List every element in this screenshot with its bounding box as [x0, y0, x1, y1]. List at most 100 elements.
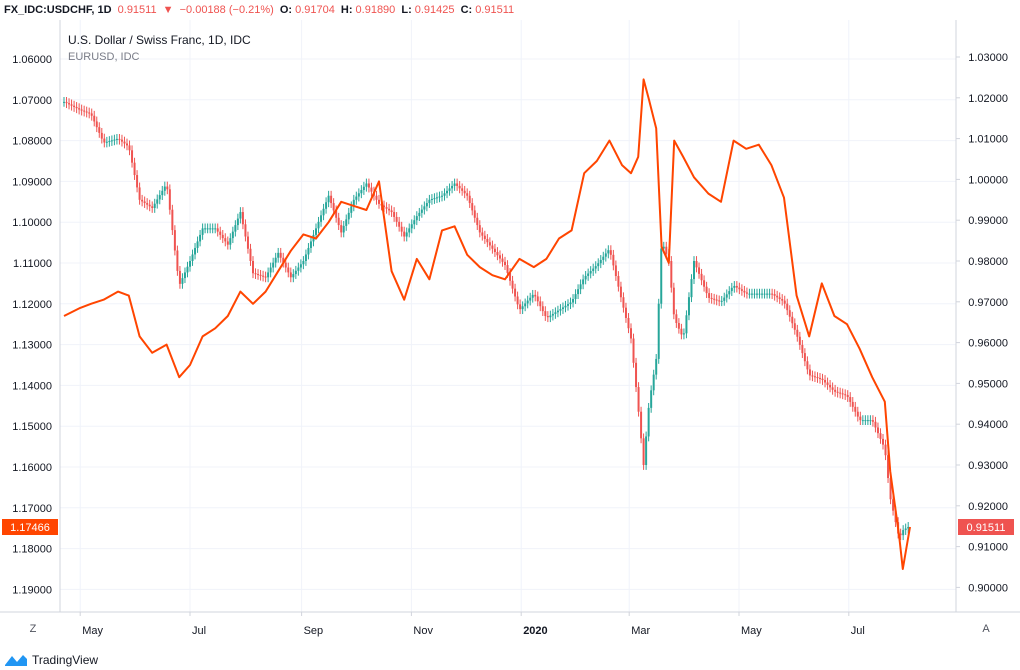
candle-body: [869, 420, 872, 422]
brand-label[interactable]: TradingView: [32, 653, 99, 667]
candle-body: [448, 188, 451, 191]
candle-body: [803, 353, 806, 362]
scale-auto-button[interactable]: A: [982, 623, 990, 635]
candle-body: [337, 217, 340, 226]
candle-body: [194, 247, 197, 255]
candle-body: [390, 210, 393, 213]
right-current-badge: [958, 519, 1014, 535]
candle-body: [282, 257, 285, 263]
close-value: 0.91511: [475, 4, 515, 16]
candle-body: [509, 272, 512, 281]
candle-body: [307, 247, 310, 255]
candle-body: [670, 261, 673, 288]
candle-body: [541, 306, 544, 312]
candle-body: [753, 293, 756, 295]
high-value: 0.91890: [355, 4, 396, 16]
candle-body: [360, 190, 363, 194]
candle-body: [589, 271, 592, 274]
candle-body: [504, 261, 506, 266]
candle-body: [687, 297, 690, 316]
candle-body: [859, 416, 862, 421]
left-tick-label: 1.14000: [12, 380, 52, 392]
candle-body: [73, 105, 76, 107]
candle-body: [393, 212, 396, 217]
candle-body: [435, 197, 438, 199]
candle-body: [153, 203, 156, 208]
candle-body: [597, 263, 600, 267]
right-tick-label: 1.01000: [968, 134, 1008, 146]
scale-z-button[interactable]: Z: [30, 623, 37, 635]
candle-body: [778, 297, 781, 300]
candle-body: [423, 206, 426, 210]
candle-body: [378, 199, 380, 204]
candle-body: [816, 377, 819, 379]
candle-body: [428, 199, 431, 204]
candle-body: [866, 420, 869, 422]
candle-body: [836, 391, 839, 393]
candle-body: [607, 250, 610, 254]
price-chart[interactable]: 1.06000 1.07000 1.08000 1.09000 1.10000 1.110…: [0, 20, 1020, 650]
symbol-label[interactable]: FX_IDC:USDCHF, 1D: [4, 4, 112, 16]
compare-series-legend[interactable]: EURUSD, IDC: [68, 51, 140, 63]
candle-body: [861, 420, 864, 422]
down-arrow-icon: ▼: [162, 4, 174, 16]
candle-body: [849, 397, 852, 402]
left-tick-label: 1.18000: [12, 544, 52, 556]
right-tick-label: 0.93000: [968, 460, 1008, 472]
candle-body: [171, 209, 174, 231]
candle-body: [65, 101, 68, 104]
candle-body: [178, 270, 181, 284]
candle-body: [627, 317, 630, 329]
candle-body: [385, 207, 388, 209]
candle-body: [695, 261, 698, 268]
candle-body: [617, 276, 620, 287]
candle-body: [531, 294, 534, 298]
candle-body: [642, 438, 645, 465]
candle-body: [320, 215, 323, 222]
candle-body: [660, 248, 663, 304]
candle-body: [698, 267, 701, 274]
right-tick-label: 1.03000: [968, 52, 1008, 64]
right-current-label: 0.91511: [967, 522, 1006, 534]
candle-body: [83, 110, 86, 112]
main-series-legend[interactable]: U.S. Dollar / Swiss Franc, 1D, IDC: [68, 33, 251, 47]
candle-body: [614, 265, 617, 277]
candle-body: [733, 285, 736, 288]
candle-body: [456, 183, 459, 186]
right-price-axis[interactable]: 1.03000 1.02000 1.01000 1.00000 0.99000 0.980…: [956, 52, 1008, 594]
right-tick-label: 0.91000: [968, 542, 1008, 554]
candle-body: [400, 226, 403, 232]
candle-body: [821, 378, 824, 381]
candle-body: [632, 338, 635, 363]
candle-body: [246, 236, 249, 249]
candle-body: [214, 228, 217, 230]
candle-body: [350, 206, 353, 213]
candle-body: [219, 231, 222, 235]
candle-body: [551, 313, 554, 316]
candle-body: [738, 287, 741, 290]
candle-body: [183, 272, 186, 279]
candle-body: [758, 293, 761, 295]
candle-body: [299, 264, 302, 268]
candle-body: [561, 307, 564, 310]
candle-body: [264, 276, 267, 278]
candle-body: [856, 411, 859, 417]
candle-body: [740, 289, 743, 291]
candle-body: [365, 183, 368, 187]
candle-body: [720, 300, 723, 302]
candle-body: [511, 280, 514, 289]
candle-body: [574, 294, 577, 300]
time-tick-label: Mar: [631, 625, 650, 637]
candle-body: [544, 311, 547, 317]
left-price-axis[interactable]: 1.06000 1.07000 1.08000 1.09000 1.10000 1.110…: [12, 54, 52, 596]
left-tick-label: 1.06000: [12, 54, 52, 66]
time-axis[interactable]: May Jul Sep Nov 2020 Mar May Jul: [79, 612, 865, 637]
candle-body: [761, 293, 764, 295]
candle-body: [115, 138, 118, 140]
candle-body: [680, 328, 683, 335]
candle-body: [335, 210, 338, 218]
candle-body: [244, 224, 247, 237]
candle-body: [743, 290, 746, 293]
candle-body: [521, 306, 524, 310]
candle-body: [284, 262, 287, 268]
